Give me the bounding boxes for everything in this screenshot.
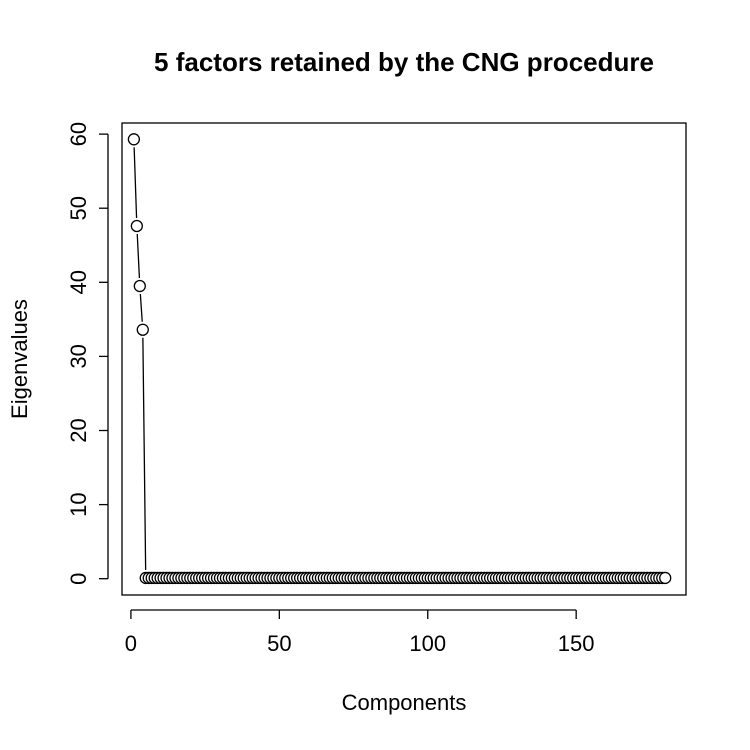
series-segment <box>136 233 141 279</box>
series-segment <box>139 293 143 322</box>
x-axis: 0 50 100 150 <box>125 609 595 656</box>
x-tick-label: 50 <box>267 631 291 656</box>
x-tick-label: 0 <box>125 631 137 656</box>
x-tick-label: 150 <box>558 631 595 656</box>
data-point <box>133 279 146 293</box>
data-point <box>659 571 672 585</box>
y-axis-label: Eigenvalues <box>7 299 32 419</box>
x-tick-label: 100 <box>409 631 446 656</box>
y-tick-label: 30 <box>66 344 91 368</box>
data-point <box>136 323 149 336</box>
plot-area-frame <box>121 122 687 596</box>
y-tick-label: 10 <box>66 492 91 516</box>
data-point <box>127 133 141 146</box>
y-axis: 0 10 20 30 40 50 60 <box>66 122 109 585</box>
data-point <box>130 219 143 233</box>
y-tick-label: 40 <box>66 270 91 294</box>
series-segment <box>142 337 147 570</box>
y-tick-label: 60 <box>66 122 91 146</box>
y-tick-label: 0 <box>66 573 91 585</box>
x-axis-label: Components <box>342 690 467 715</box>
series-eigenvalues <box>127 133 672 585</box>
series-segment <box>133 147 138 219</box>
y-tick-label: 20 <box>66 418 91 442</box>
y-tick-label: 50 <box>66 196 91 220</box>
chart-title: 5 factors retained by the CNG procedure <box>154 47 654 77</box>
